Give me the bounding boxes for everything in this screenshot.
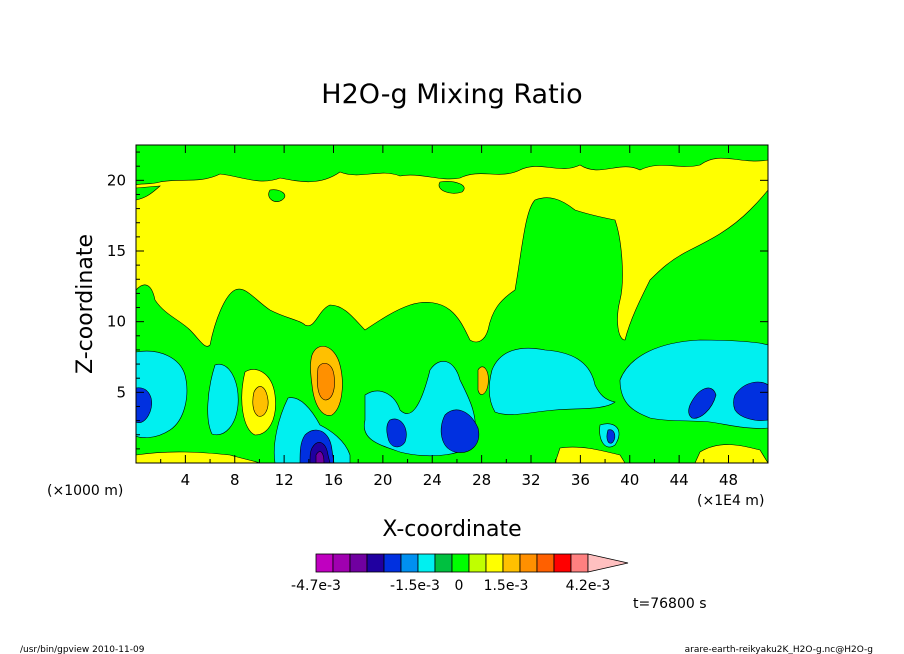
x-tick-label: 36 — [571, 471, 590, 489]
region-orange-light — [252, 386, 269, 417]
x-tick-label: 44 — [670, 471, 689, 489]
x-tick-label: 40 — [620, 471, 639, 489]
colorbar-swatch — [468, 553, 487, 573]
colorbar-swatch — [315, 553, 334, 573]
region-blue — [606, 429, 616, 444]
x-axis-title: X-coordinate — [382, 517, 521, 542]
colorbar-swatch — [434, 553, 453, 573]
colorbar-tick-label: 0 — [455, 578, 464, 594]
region-blue — [440, 409, 480, 453]
y-axis-title: Z-coordinate — [73, 234, 98, 374]
y-axis: 5 10 15 20 — [107, 151, 768, 450]
time-label: t=76800 s — [633, 596, 707, 612]
y-tick-label: 20 — [107, 171, 126, 189]
region-blue — [733, 381, 768, 421]
region-cyan — [619, 339, 768, 429]
plot-frame — [135, 144, 769, 464]
x-tick-label: 12 — [275, 471, 294, 489]
region-green-blob — [438, 181, 465, 194]
x-tick-label: 8 — [230, 471, 240, 489]
colorbar-swatch — [485, 553, 504, 573]
region-green-upper — [136, 145, 768, 186]
contour-field — [136, 145, 768, 463]
colorbar-swatch — [451, 553, 470, 573]
x-tick-label: 48 — [719, 471, 738, 489]
footer-right: arare-earth-reikyaku2K_H2O-g.nc@H2O-g — [685, 645, 873, 654]
region-cyan — [489, 347, 616, 415]
colorbar-arrow — [587, 553, 629, 573]
colorbar-swatch — [383, 553, 402, 573]
x-tick-label: 28 — [472, 471, 491, 489]
x-unit-right: (×1E4 m) — [697, 493, 764, 509]
region-yellow — [136, 451, 261, 463]
colorbar-swatch — [519, 553, 538, 573]
colorbar-swatch — [366, 553, 385, 573]
x-tick-label: 16 — [324, 471, 343, 489]
colorbar-swatch — [502, 553, 521, 573]
y-tick-label: 10 — [107, 313, 126, 331]
colorbar-labels: -4.7e-3 -1.5e-3 0 1.5e-3 4.2e-3 — [291, 578, 610, 594]
y-tick-label: 15 — [107, 242, 126, 260]
region-blue — [688, 387, 717, 419]
region-green-blob — [268, 189, 286, 202]
region-cyan — [207, 363, 239, 436]
x-tick-label: 24 — [423, 471, 442, 489]
region-yellow — [694, 444, 768, 463]
region-yellow — [554, 446, 626, 463]
colorbar-swatch — [536, 553, 555, 573]
colorbar-tick-label: 1.5e-3 — [484, 578, 529, 594]
x-tick-label: 32 — [521, 471, 540, 489]
region-blue — [136, 387, 152, 423]
y-tick-label: 5 — [116, 383, 126, 401]
colorbar-swatch — [400, 553, 419, 573]
colorbar-tick-label: -4.7e-3 — [291, 578, 341, 594]
region-green-lower — [136, 189, 768, 463]
colorbar-swatch — [332, 553, 351, 573]
x-axis: 4 8 12 16 20 24 28 32 36 40 44 48 — [160, 145, 754, 489]
colorbar-swatch — [349, 553, 368, 573]
x-tick-label: 4 — [181, 471, 191, 489]
colorbar-tick-label: 4.2e-3 — [566, 578, 611, 594]
footer-left: /usr/bin/gpview 2010-11-09 — [20, 645, 145, 654]
colorbar-tick-label: -1.5e-3 — [390, 578, 440, 594]
region-orange — [316, 362, 335, 401]
chart-title: H2O-g Mixing Ratio — [321, 79, 582, 110]
colorbar-swatch — [553, 553, 572, 573]
x-tick-label: 20 — [373, 471, 392, 489]
region-blue — [386, 418, 407, 448]
colorbar-swatch — [570, 553, 589, 573]
colorbar-swatch — [417, 553, 436, 573]
region-cyan — [136, 350, 188, 438]
x-unit-left: (×1000 m) — [47, 483, 123, 499]
region-purple — [315, 451, 325, 463]
region-orange-light — [477, 366, 489, 395]
colorbar — [315, 553, 629, 573]
